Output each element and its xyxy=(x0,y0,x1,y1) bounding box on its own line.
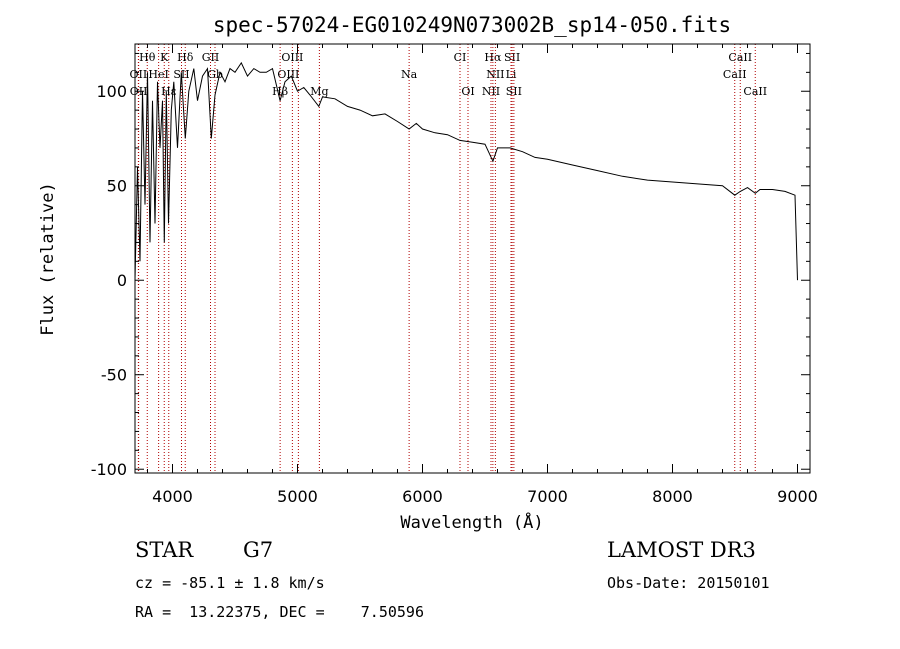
y-tick-label: -50 xyxy=(101,366,127,385)
line-label: Hα xyxy=(484,51,502,64)
y-tick-label: 50 xyxy=(107,177,127,196)
line-label: Na xyxy=(401,68,418,81)
x-tick-label: 8000 xyxy=(652,487,693,506)
line-label: CI xyxy=(454,51,467,64)
axis-ticks: 4000 5000 6000 7000 8000 9000 -100 -50 0 50 100 xyxy=(91,44,818,506)
x-tick-label: 5000 xyxy=(277,487,318,506)
line-label: HeI xyxy=(148,68,168,81)
line-label: K xyxy=(160,51,169,64)
line-label: NII xyxy=(482,85,500,98)
x-tick-label: 6000 xyxy=(402,487,443,506)
line-label: CaII xyxy=(743,85,767,98)
object-subclass: G7 xyxy=(243,538,274,562)
object-class: STAR xyxy=(135,538,194,562)
x-tick-label: 9000 xyxy=(777,487,818,506)
survey-name: LAMOST DR3 xyxy=(607,538,756,562)
y-axis-label: Flux (relative) xyxy=(38,182,58,336)
obs-date-text: Obs-Date: 20150101 xyxy=(607,574,770,592)
chart-title: spec-57024-EG010249N073002B_sp14-050.fit… xyxy=(213,13,731,37)
x-axis-label: Wavelength (Å) xyxy=(400,511,543,533)
line-label: OIII xyxy=(277,68,299,81)
line-label: Hβ xyxy=(272,85,288,98)
y-tick-label: -100 xyxy=(91,460,127,479)
line-label: SII xyxy=(504,51,520,64)
line-label: SII xyxy=(506,85,522,98)
line-label: GII xyxy=(202,51,219,64)
y-tick-label: 0 xyxy=(117,271,127,290)
y-tick-label: 100 xyxy=(96,82,127,101)
line-label: NII xyxy=(486,68,504,81)
flux-series-line xyxy=(134,61,798,281)
line-label: Gb xyxy=(207,68,223,81)
x-tick-label: 4000 xyxy=(152,487,193,506)
line-label: Mg xyxy=(310,85,328,98)
line-label: Li xyxy=(506,68,517,81)
line-label: Hθ xyxy=(139,51,156,64)
plot-frame xyxy=(134,43,811,474)
x-tick-label: 7000 xyxy=(527,487,568,506)
redshift-text: cz = -85.1 ± 1.8 km/s xyxy=(135,574,325,592)
line-label: CaII xyxy=(723,68,747,81)
line-label: Hδ xyxy=(177,51,194,64)
line-label: OI xyxy=(461,85,474,98)
line-label: OIII xyxy=(281,51,303,64)
line-label: CaII xyxy=(728,51,752,64)
coordinates-text: RA = 13.22375, DEC = 7.50596 xyxy=(135,603,424,621)
